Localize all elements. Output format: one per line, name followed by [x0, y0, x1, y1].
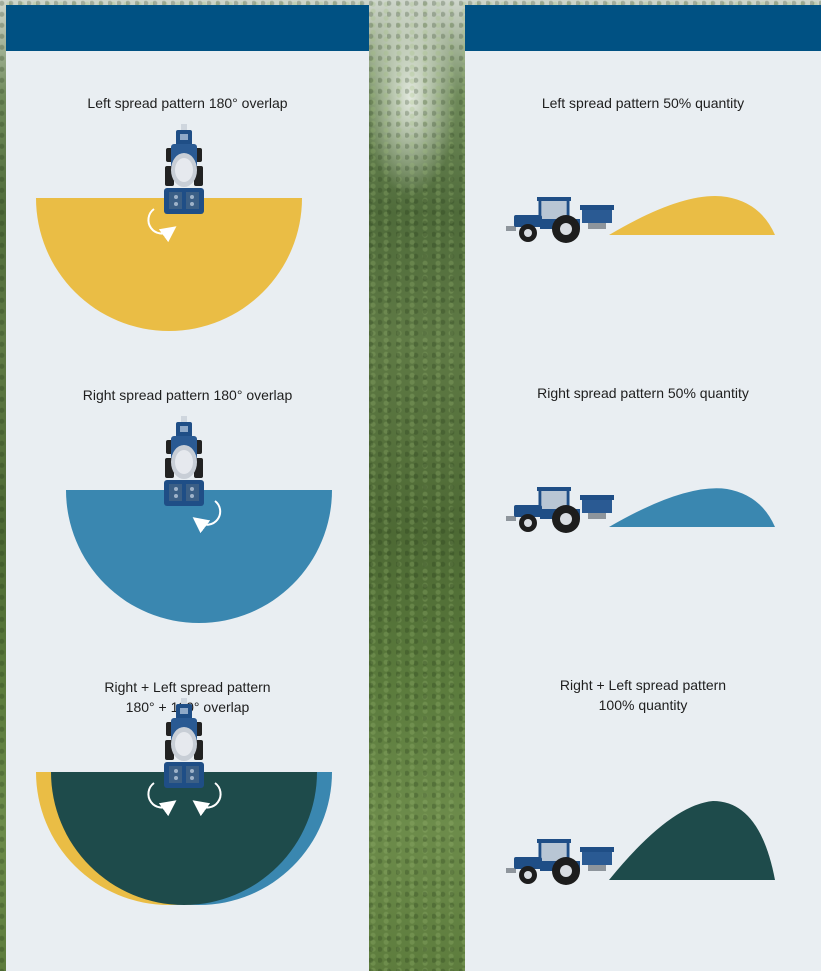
rotation-arrow-icon: [147, 208, 177, 243]
left-spread-pattern-shape: [36, 198, 302, 331]
right-panel-header: [465, 5, 821, 51]
caption-right-50: Right spread pattern 50% quantity: [537, 385, 749, 401]
rotation-arrow-icon: [192, 782, 222, 817]
spread-curve-icon: [609, 196, 775, 235]
tractor-side-view-icon: [504, 485, 616, 535]
left-panel-header: [6, 5, 369, 51]
caption-both-180: Right + Left spread pattern 180° + 180° …: [104, 679, 271, 715]
tractor-side-view-icon: [504, 837, 616, 887]
top-view-diagrams: [36, 124, 332, 905]
spread-curve-icon: [609, 488, 775, 527]
tractor-top-view-icon: [164, 124, 204, 214]
rotation-arrow-icon: [147, 782, 177, 817]
rotation-arrow-icon: [192, 500, 222, 534]
caption-both-100: Right + Left spread pattern 100% quantit…: [559, 677, 727, 713]
right-spread-pattern-shape: [66, 490, 332, 623]
caption-left-180: Left spread pattern 180° overlap: [87, 95, 288, 111]
spread-curve-icon: [609, 801, 775, 880]
side-view-diagrams: [504, 195, 775, 887]
left-panel: Left spread pattern 180° overlap Right s…: [6, 5, 369, 971]
caption-right-180: Right spread pattern 180° overlap: [82, 387, 293, 403]
right-panel: Left spread pattern 50% quantity Right s…: [465, 5, 821, 971]
tractor-side-view-icon: [504, 195, 616, 245]
combined-spread-pattern-shape: [51, 772, 317, 905]
tractor-top-view-icon: [164, 698, 204, 788]
caption-left-50: Left spread pattern 50% quantity: [541, 95, 745, 111]
tractor-top-view-icon: [164, 416, 204, 506]
